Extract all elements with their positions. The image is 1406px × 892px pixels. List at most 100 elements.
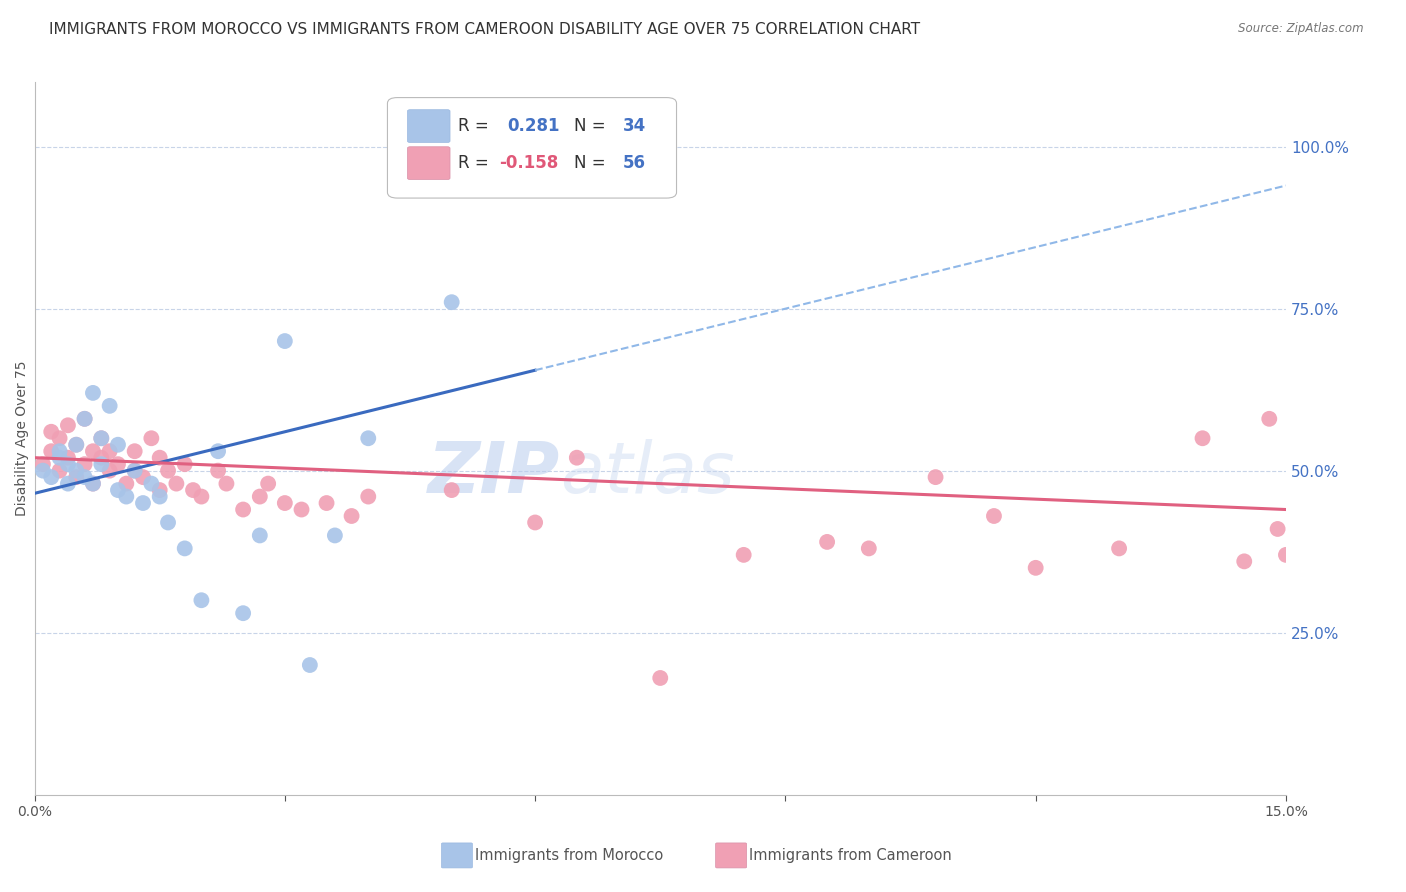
Point — [65, 470, 87, 484]
Point — [149, 450, 172, 465]
Point — [82, 444, 104, 458]
Point — [207, 464, 229, 478]
Point — [141, 431, 163, 445]
Point — [124, 464, 146, 478]
Point — [1258, 412, 1281, 426]
Text: 0.281: 0.281 — [508, 117, 560, 135]
Point — [124, 444, 146, 458]
Point — [190, 490, 212, 504]
Text: ZIP: ZIP — [427, 440, 560, 508]
FancyBboxPatch shape — [408, 110, 450, 143]
Point — [207, 444, 229, 458]
Text: Source: ZipAtlas.com: Source: ZipAtlas.com — [1239, 22, 1364, 36]
Point — [82, 385, 104, 400]
Point — [440, 483, 463, 497]
Point — [157, 516, 180, 530]
Point — [815, 535, 838, 549]
Point — [340, 508, 363, 523]
Point — [65, 438, 87, 452]
Text: IMMIGRANTS FROM MOROCCO VS IMMIGRANTS FROM CAMEROON DISABILITY AGE OVER 75 CORRE: IMMIGRANTS FROM MOROCCO VS IMMIGRANTS FR… — [49, 22, 921, 37]
Point — [56, 450, 79, 465]
Point — [1191, 431, 1213, 445]
Point — [924, 470, 946, 484]
Point — [39, 470, 62, 484]
Point — [98, 399, 121, 413]
Point — [73, 470, 96, 484]
Point — [73, 412, 96, 426]
Text: R =: R = — [457, 154, 494, 172]
Point — [440, 295, 463, 310]
Point — [524, 133, 547, 147]
Point — [141, 476, 163, 491]
Point — [65, 438, 87, 452]
Point — [48, 450, 70, 465]
Point — [39, 425, 62, 439]
Point — [298, 658, 321, 673]
Point — [56, 476, 79, 491]
Point — [98, 464, 121, 478]
Point — [132, 470, 155, 484]
Text: N =: N = — [574, 117, 610, 135]
Point — [733, 548, 755, 562]
Point — [32, 457, 55, 471]
Point — [357, 431, 380, 445]
Point — [290, 502, 312, 516]
Point — [1233, 554, 1256, 568]
Point — [115, 476, 138, 491]
Point — [124, 464, 146, 478]
FancyBboxPatch shape — [388, 97, 676, 198]
Point — [82, 476, 104, 491]
Point — [173, 541, 195, 556]
Point — [274, 334, 297, 348]
Point — [232, 502, 254, 516]
Point — [315, 496, 337, 510]
Y-axis label: Disability Age Over 75: Disability Age Over 75 — [15, 360, 30, 516]
Point — [323, 528, 346, 542]
Text: Immigrants from Morocco: Immigrants from Morocco — [475, 848, 664, 863]
Point — [48, 431, 70, 445]
Point — [1267, 522, 1289, 536]
Point — [107, 457, 129, 471]
Point — [39, 444, 62, 458]
Point — [73, 412, 96, 426]
Text: N =: N = — [574, 154, 610, 172]
Point — [98, 444, 121, 458]
Text: -0.158: -0.158 — [499, 154, 558, 172]
Point — [65, 464, 87, 478]
Point — [115, 490, 138, 504]
Point — [173, 457, 195, 471]
Point — [215, 476, 238, 491]
Point — [650, 671, 672, 685]
Point — [232, 606, 254, 620]
Point — [107, 438, 129, 452]
Point — [107, 483, 129, 497]
Point — [165, 476, 187, 491]
Point — [48, 444, 70, 458]
Point — [1025, 561, 1047, 575]
Point — [90, 431, 112, 445]
Point — [524, 516, 547, 530]
Point — [190, 593, 212, 607]
Point — [149, 483, 172, 497]
Point — [249, 528, 271, 542]
Text: atlas: atlas — [560, 440, 735, 508]
Point — [181, 483, 204, 497]
Point — [48, 464, 70, 478]
Text: 56: 56 — [623, 154, 645, 172]
Point — [157, 464, 180, 478]
Point — [90, 457, 112, 471]
Text: R =: R = — [457, 117, 494, 135]
Point — [274, 496, 297, 510]
Point — [983, 508, 1005, 523]
Point — [249, 490, 271, 504]
FancyBboxPatch shape — [408, 147, 450, 179]
Point — [565, 450, 588, 465]
Point — [357, 490, 380, 504]
Point — [858, 541, 880, 556]
Point — [56, 457, 79, 471]
Point — [32, 464, 55, 478]
Point — [56, 418, 79, 433]
Point — [73, 457, 96, 471]
Point — [132, 496, 155, 510]
Point — [1108, 541, 1130, 556]
